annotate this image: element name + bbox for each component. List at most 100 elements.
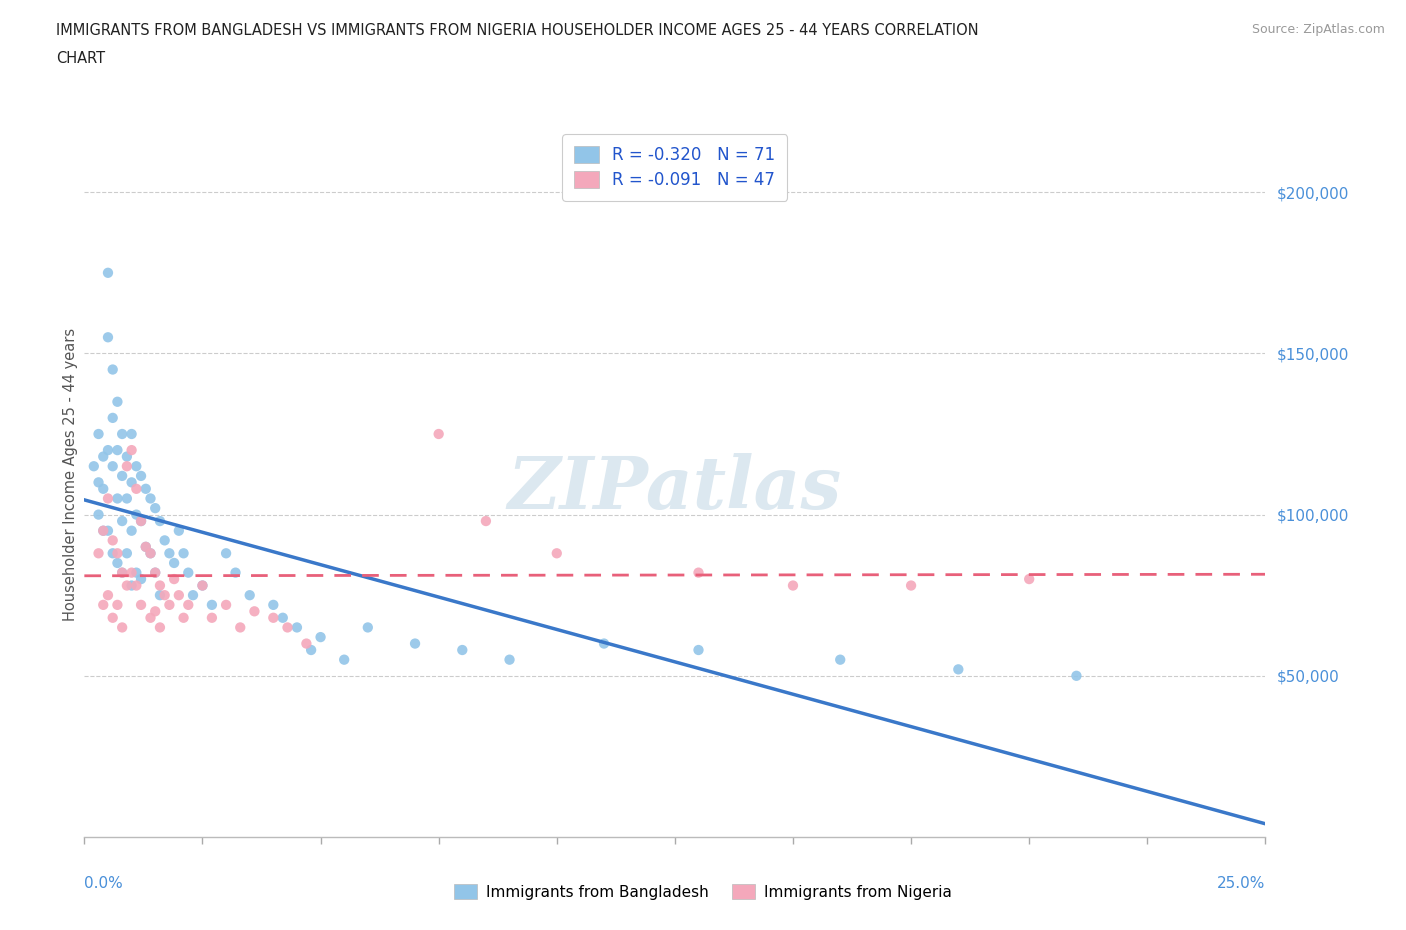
Point bbox=[107, 394, 129, 409]
Point bbox=[107, 597, 129, 612]
Point bbox=[115, 491, 138, 506]
Point bbox=[97, 588, 120, 603]
Point bbox=[91, 482, 114, 497]
Point bbox=[87, 546, 110, 561]
Point bbox=[357, 620, 380, 635]
Point bbox=[262, 597, 284, 612]
Point bbox=[121, 578, 143, 593]
Point bbox=[167, 524, 190, 538]
Point bbox=[125, 565, 148, 580]
Point bbox=[149, 620, 172, 635]
Text: 0.0%: 0.0% bbox=[84, 876, 124, 891]
Point bbox=[191, 578, 214, 593]
Point bbox=[129, 469, 152, 484]
Point bbox=[139, 491, 162, 506]
Point bbox=[121, 427, 143, 442]
Point bbox=[91, 524, 114, 538]
Point bbox=[111, 620, 134, 635]
Point bbox=[830, 652, 852, 667]
Point bbox=[215, 546, 238, 561]
Point bbox=[135, 539, 157, 554]
Text: ZIPatlas: ZIPatlas bbox=[508, 453, 842, 525]
Point bbox=[101, 458, 124, 473]
Point bbox=[111, 565, 134, 580]
Point bbox=[87, 475, 110, 490]
Point bbox=[125, 482, 148, 497]
Point bbox=[135, 539, 157, 554]
Point bbox=[143, 604, 166, 618]
Text: CHART: CHART bbox=[56, 51, 105, 66]
Legend: Immigrants from Bangladesh, Immigrants from Nigeria: Immigrants from Bangladesh, Immigrants f… bbox=[449, 877, 957, 906]
Point bbox=[115, 449, 138, 464]
Point bbox=[111, 469, 134, 484]
Text: IMMIGRANTS FROM BANGLADESH VS IMMIGRANTS FROM NIGERIA HOUSEHOLDER INCOME AGES 25: IMMIGRANTS FROM BANGLADESH VS IMMIGRANTS… bbox=[56, 23, 979, 38]
Point bbox=[115, 546, 138, 561]
Point bbox=[262, 610, 284, 625]
Point bbox=[121, 524, 143, 538]
Point bbox=[498, 652, 520, 667]
Point bbox=[1018, 572, 1040, 587]
Point bbox=[97, 443, 120, 458]
Point bbox=[139, 546, 162, 561]
Point bbox=[229, 620, 252, 635]
Point bbox=[215, 597, 238, 612]
Point bbox=[201, 597, 224, 612]
Point bbox=[143, 565, 166, 580]
Point bbox=[177, 597, 200, 612]
Point bbox=[299, 643, 322, 658]
Point bbox=[101, 533, 124, 548]
Point bbox=[97, 491, 120, 506]
Point bbox=[1066, 669, 1088, 684]
Point bbox=[83, 458, 105, 473]
Point bbox=[177, 565, 200, 580]
Point bbox=[948, 662, 970, 677]
Point bbox=[111, 513, 134, 528]
Point bbox=[243, 604, 266, 618]
Point bbox=[225, 565, 247, 580]
Point bbox=[157, 546, 180, 561]
Point bbox=[173, 546, 195, 561]
Point bbox=[149, 588, 172, 603]
Point bbox=[153, 588, 176, 603]
Point bbox=[111, 427, 134, 442]
Point bbox=[546, 546, 568, 561]
Point bbox=[111, 565, 134, 580]
Point bbox=[129, 597, 152, 612]
Point bbox=[101, 546, 124, 561]
Point bbox=[97, 265, 120, 280]
Point bbox=[333, 652, 356, 667]
Point bbox=[107, 443, 129, 458]
Point bbox=[239, 588, 262, 603]
Point bbox=[276, 620, 298, 635]
Point bbox=[87, 427, 110, 442]
Y-axis label: Householder Income Ages 25 - 44 years: Householder Income Ages 25 - 44 years bbox=[63, 327, 77, 621]
Point bbox=[173, 610, 195, 625]
Point bbox=[167, 588, 190, 603]
Text: Source: ZipAtlas.com: Source: ZipAtlas.com bbox=[1251, 23, 1385, 36]
Point bbox=[129, 572, 152, 587]
Point bbox=[153, 533, 176, 548]
Legend: R = -0.320   N = 71, R = -0.091   N = 47: R = -0.320 N = 71, R = -0.091 N = 47 bbox=[562, 135, 787, 201]
Point bbox=[135, 482, 157, 497]
Point bbox=[87, 507, 110, 522]
Point bbox=[101, 362, 124, 377]
Point bbox=[157, 597, 180, 612]
Point bbox=[125, 507, 148, 522]
Point bbox=[163, 555, 186, 570]
Point bbox=[91, 597, 114, 612]
Point bbox=[285, 620, 308, 635]
Point bbox=[115, 578, 138, 593]
Point bbox=[475, 513, 498, 528]
Point bbox=[191, 578, 214, 593]
Point bbox=[163, 572, 186, 587]
Point bbox=[149, 578, 172, 593]
Point bbox=[143, 500, 166, 515]
Text: 25.0%: 25.0% bbox=[1218, 876, 1265, 891]
Point bbox=[107, 491, 129, 506]
Point bbox=[271, 610, 294, 625]
Point bbox=[593, 636, 616, 651]
Point bbox=[125, 458, 148, 473]
Point bbox=[97, 330, 120, 345]
Point bbox=[451, 643, 474, 658]
Point bbox=[91, 449, 114, 464]
